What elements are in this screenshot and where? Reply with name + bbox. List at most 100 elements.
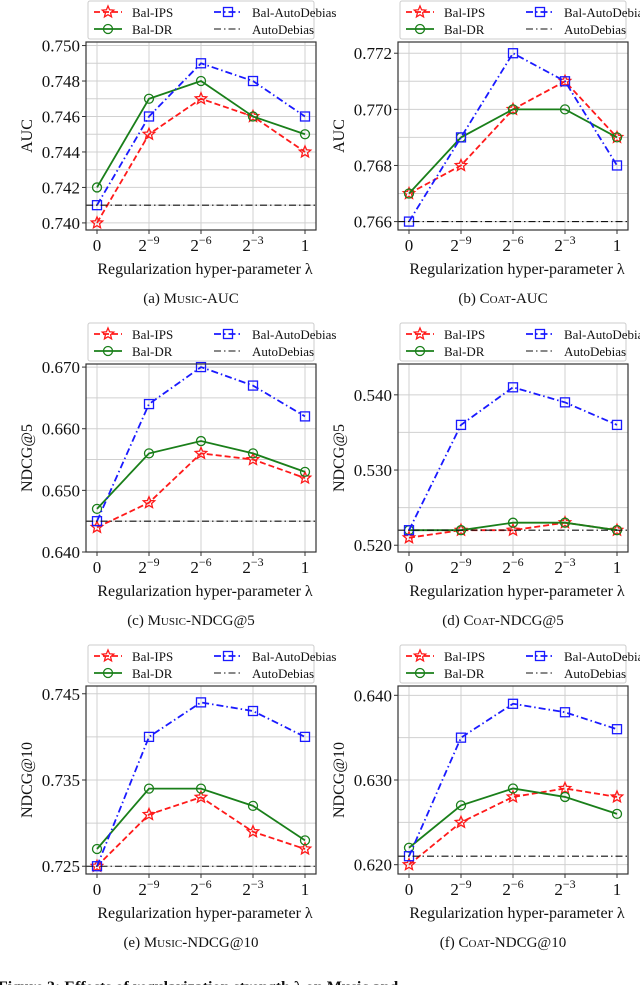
legend-label: Bal-IPS [444, 649, 485, 664]
data-point-bal-dr [195, 435, 207, 447]
data-point-bal-autodebias [611, 724, 623, 735]
y-tick-label: 0.540 [354, 386, 392, 405]
data-point-bal-ips [193, 445, 209, 460]
y-axis-label: NDCG@5 [19, 424, 36, 492]
x-tick-label: 2−9 [450, 233, 471, 255]
data-point-bal-autodebias [507, 48, 519, 59]
x-tick-label: 2−6 [502, 233, 523, 255]
caption-part: (b) [458, 291, 479, 307]
data-point-bal-ips [141, 495, 157, 509]
tick-exponent: −3 [563, 555, 576, 569]
data-point-bal-dr [91, 182, 103, 193]
tick-base: 2 [190, 558, 199, 577]
legend-marker [412, 326, 428, 341]
data-point-bal-dr [143, 783, 155, 794]
legend-label: Bal-DR [132, 666, 173, 681]
legend-marker [100, 326, 116, 341]
x-tick-label: 0 [93, 236, 102, 255]
data-point-bal-dr [507, 517, 519, 528]
y-tick-label: 0.620 [354, 856, 392, 875]
x-tick-label: 2−3 [554, 877, 575, 899]
legend-box [87, 644, 315, 684]
data-point-bal-dr [559, 104, 571, 115]
data-point-bal-autodebias [559, 707, 571, 718]
data-point-bal-autodebias [455, 419, 467, 431]
data-point-bal-dr [507, 104, 519, 115]
legend-marker [534, 6, 546, 18]
y-tick-label: 0.748 [42, 72, 80, 91]
data-point-bal-ips [141, 126, 157, 141]
data-point-bal-dr [611, 808, 623, 820]
tick-exponent: −6 [199, 877, 212, 891]
data-point-bal-dr [507, 783, 519, 794]
plot-frame [397, 685, 629, 875]
y-tick-label: 0.670 [42, 358, 80, 377]
y-tick-label: 0.735 [42, 771, 80, 790]
data-point-bal-dr [143, 448, 155, 459]
data-point-bal-dr [455, 800, 467, 811]
subplot-caption: (c) Music-NDCG@5 [127, 613, 255, 629]
legend-box [399, 0, 627, 40]
tick-base: 2 [190, 236, 199, 255]
data-point-bal-ips [245, 451, 261, 466]
y-axis-label: NDCG@5 [331, 424, 348, 492]
plot-frame [397, 363, 629, 553]
x-tick-label: 0 [405, 880, 414, 899]
caption-part: -NDCG@5 [495, 613, 564, 629]
legend-label: Bal-DR [132, 344, 173, 359]
tick-base: 2 [242, 236, 251, 255]
y-tick-label: 0.640 [42, 543, 80, 562]
legend-label: Bal-AutoDebias [564, 327, 640, 342]
data-point-bal-autodebias [611, 419, 623, 431]
tick-base: 2 [502, 880, 511, 899]
y-tick-label: 0.660 [42, 420, 80, 439]
tick-exponent: −3 [251, 555, 264, 569]
y-tick-label: 0.772 [354, 44, 392, 63]
x-tick-label: 2−3 [554, 555, 575, 577]
legend-label: Bal-IPS [132, 649, 173, 664]
y-tick-label: 0.750 [42, 37, 80, 56]
data-point-bal-autodebias [559, 76, 571, 87]
data-point-bal-dr [247, 800, 259, 812]
tick-exponent: −9 [147, 233, 160, 247]
x-tick-label: 1 [301, 558, 310, 577]
data-point-bal-dr [143, 93, 155, 104]
legend-marker [100, 648, 116, 663]
tick-exponent: −9 [147, 555, 160, 569]
legend-marker [414, 23, 426, 35]
data-point-bal-ips [245, 824, 261, 838]
tick-exponent: −6 [511, 877, 524, 891]
y-tick-label: 0.725 [42, 857, 80, 876]
data-point-bal-dr [559, 791, 571, 803]
legend-box [399, 322, 627, 362]
data-point-bal-autodebias [455, 132, 467, 143]
x-tick-label: 2−3 [242, 233, 263, 255]
caption-part: (e) [123, 935, 143, 951]
x-tick-label: 2−9 [450, 877, 471, 899]
data-point-bal-ips [453, 814, 469, 829]
y-tick-label: 0.520 [354, 536, 392, 555]
data-point-bal-autodebias [247, 705, 259, 717]
legend-label: Bal-DR [444, 344, 485, 359]
tick-exponent: −3 [251, 233, 264, 247]
tick-exponent: −3 [563, 877, 576, 891]
legend-marker [222, 6, 234, 18]
data-point-bal-autodebias [507, 698, 519, 709]
caption-part: (f) [440, 935, 459, 951]
y-tick-label: 0.746 [42, 107, 80, 126]
caption-part: (a) [143, 291, 163, 307]
x-tick-label: 2−9 [138, 233, 159, 255]
caption-part: Coat [480, 291, 512, 307]
series-line-bal-autodebias [96, 701, 306, 867]
tick-base: 2 [138, 236, 147, 255]
series-line-bal-ips [96, 796, 306, 867]
legend-marker [222, 328, 234, 340]
x-tick-label: 2−6 [190, 555, 211, 577]
y-tick-label: 0.766 [354, 213, 392, 232]
y-tick-label: 0.742 [42, 178, 80, 197]
x-axis-label: Regularization hyper-parameter λ [97, 905, 313, 922]
y-tick-label: 0.745 [42, 685, 80, 704]
